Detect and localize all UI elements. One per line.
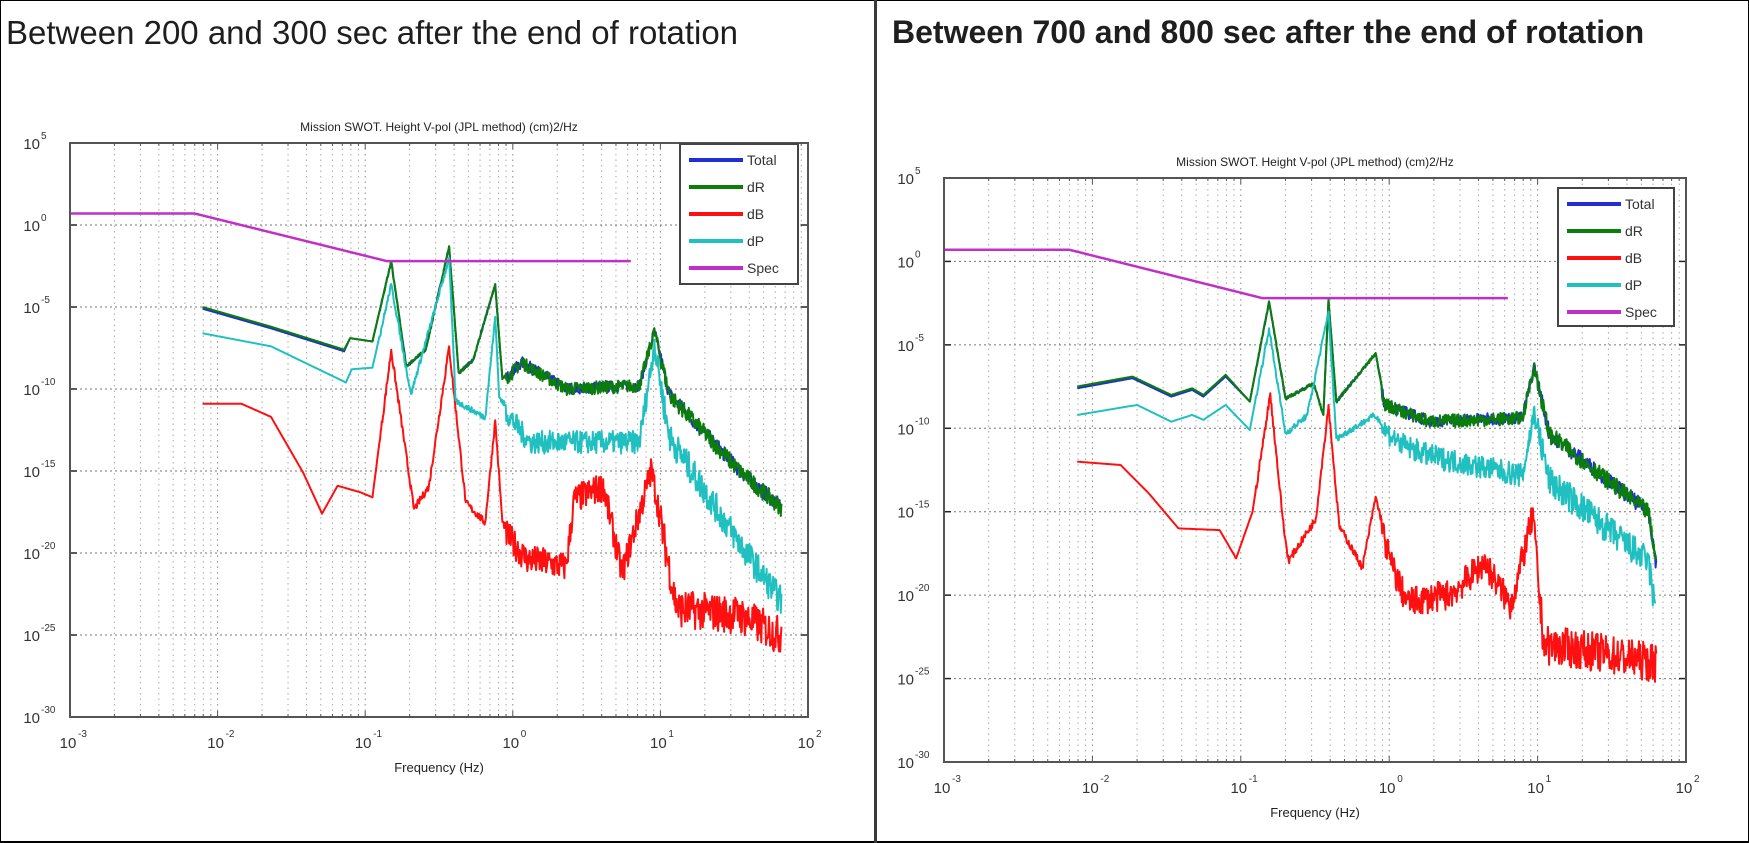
series-line-dP — [202, 256, 783, 614]
y-tick-exponent: -15 — [915, 500, 930, 511]
y-tick-label: 10 — [897, 755, 914, 772]
series-line-Spec — [943, 248, 1509, 300]
series-line-dP — [1076, 310, 1657, 607]
x-tick-label: 10 — [355, 735, 372, 752]
y-tick-exponent: -25 — [41, 623, 56, 634]
x-tick-label: 10 — [798, 735, 815, 752]
legend-label-dP: dP — [1625, 277, 1642, 293]
x-tick-label: 10 — [502, 735, 519, 752]
x-tick-label: 10 — [60, 735, 77, 752]
y-tick-label: 10 — [23, 382, 40, 399]
legend: Total dR dB dP Spec — [1557, 187, 1675, 327]
x-tick-exponent: -2 — [226, 729, 235, 740]
x-tick-exponent: -3 — [952, 774, 961, 785]
y-tick-label: 10 — [897, 588, 914, 605]
x-axis-label: Frequency (Hz) — [394, 760, 484, 775]
x-tick-exponent: 2 — [816, 729, 822, 740]
legend-label-dR: dR — [1625, 223, 1643, 239]
x-tick-label: 10 — [934, 780, 951, 797]
series-line-dR — [1076, 298, 1658, 561]
x-tick-exponent: -3 — [78, 729, 87, 740]
x-tick-exponent: -2 — [1100, 774, 1109, 785]
y-tick-label: 10 — [23, 136, 40, 153]
legend-label-Total: Total — [1625, 196, 1655, 212]
plot-frame — [943, 177, 1687, 763]
x-tick-label: 10 — [1676, 780, 1693, 797]
x-tick-exponent: 0 — [521, 729, 527, 740]
y-tick-label: 10 — [897, 672, 914, 689]
plot-frame — [69, 142, 809, 718]
y-tick-label: 10 — [23, 710, 40, 727]
y-tick-exponent: -20 — [915, 583, 930, 594]
series-line-dR — [202, 245, 783, 517]
right-panel-heading: Between 700 and 800 sec after the end of… — [892, 14, 1645, 50]
y-tick-exponent: -10 — [41, 377, 56, 388]
x-tick-exponent: 1 — [668, 729, 674, 740]
y-tick-exponent: -10 — [915, 416, 930, 427]
legend-label-dB: dB — [1625, 250, 1642, 266]
y-tick-label: 10 — [23, 546, 40, 563]
x-tick-label: 10 — [1082, 780, 1099, 797]
x-tick-exponent: 0 — [1397, 774, 1403, 785]
y-tick-label: 10 — [897, 505, 914, 522]
panel-divider — [874, 0, 877, 843]
y-tick-exponent: -25 — [915, 667, 930, 678]
y-tick-exponent: -20 — [41, 541, 56, 552]
y-tick-exponent: 0 — [41, 213, 47, 224]
x-tick-label: 10 — [1379, 780, 1396, 797]
series-line-Spec — [69, 212, 632, 263]
x-tick-label: 10 — [1230, 780, 1247, 797]
series-line-dB — [202, 345, 783, 653]
y-tick-exponent: 5 — [41, 131, 47, 142]
y-tick-label: 10 — [23, 300, 40, 317]
y-tick-label: 10 — [897, 254, 914, 271]
x-tick-exponent: -1 — [373, 729, 382, 740]
legend-label-Spec: Spec — [1625, 304, 1657, 320]
y-tick-label: 10 — [897, 421, 914, 438]
x-tick-exponent: 2 — [1694, 774, 1700, 785]
legend-label-dB: dB — [747, 206, 764, 222]
y-tick-exponent: -30 — [915, 750, 930, 761]
y-tick-label: 10 — [897, 171, 914, 188]
legend-label-Spec: Spec — [747, 260, 779, 276]
y-tick-exponent: 5 — [915, 166, 921, 177]
x-tick-exponent: 1 — [1546, 774, 1552, 785]
x-tick-exponent: -1 — [1249, 774, 1258, 785]
legend-label-dP: dP — [747, 233, 764, 249]
left-panel-heading: Between 200 and 300 sec after the end of… — [6, 14, 739, 51]
chart-title: Mission SWOT. Height V-pol (JPL method) … — [1176, 155, 1454, 169]
y-tick-exponent: -30 — [41, 705, 56, 716]
x-axis-label: Frequency (Hz) — [1270, 805, 1360, 820]
x-tick-label: 10 — [207, 735, 224, 752]
series-line-dB — [1076, 392, 1658, 683]
x-tick-label: 10 — [1527, 780, 1544, 797]
chart-title: Mission SWOT. Height V-pol (JPL method) … — [300, 120, 578, 134]
y-tick-label: 10 — [23, 218, 40, 235]
y-tick-label: 10 — [23, 628, 40, 645]
y-tick-exponent: 0 — [915, 249, 921, 260]
y-tick-label: 10 — [897, 338, 914, 355]
y-tick-exponent: -5 — [41, 295, 50, 306]
y-tick-label: 10 — [23, 464, 40, 481]
x-tick-label: 10 — [650, 735, 667, 752]
legend: Total dR dB dP Spec — [679, 143, 799, 285]
legend-label-Total: Total — [747, 152, 777, 168]
y-tick-exponent: -15 — [41, 459, 56, 470]
legend-label-dR: dR — [747, 179, 765, 195]
y-tick-exponent: -5 — [915, 333, 924, 344]
